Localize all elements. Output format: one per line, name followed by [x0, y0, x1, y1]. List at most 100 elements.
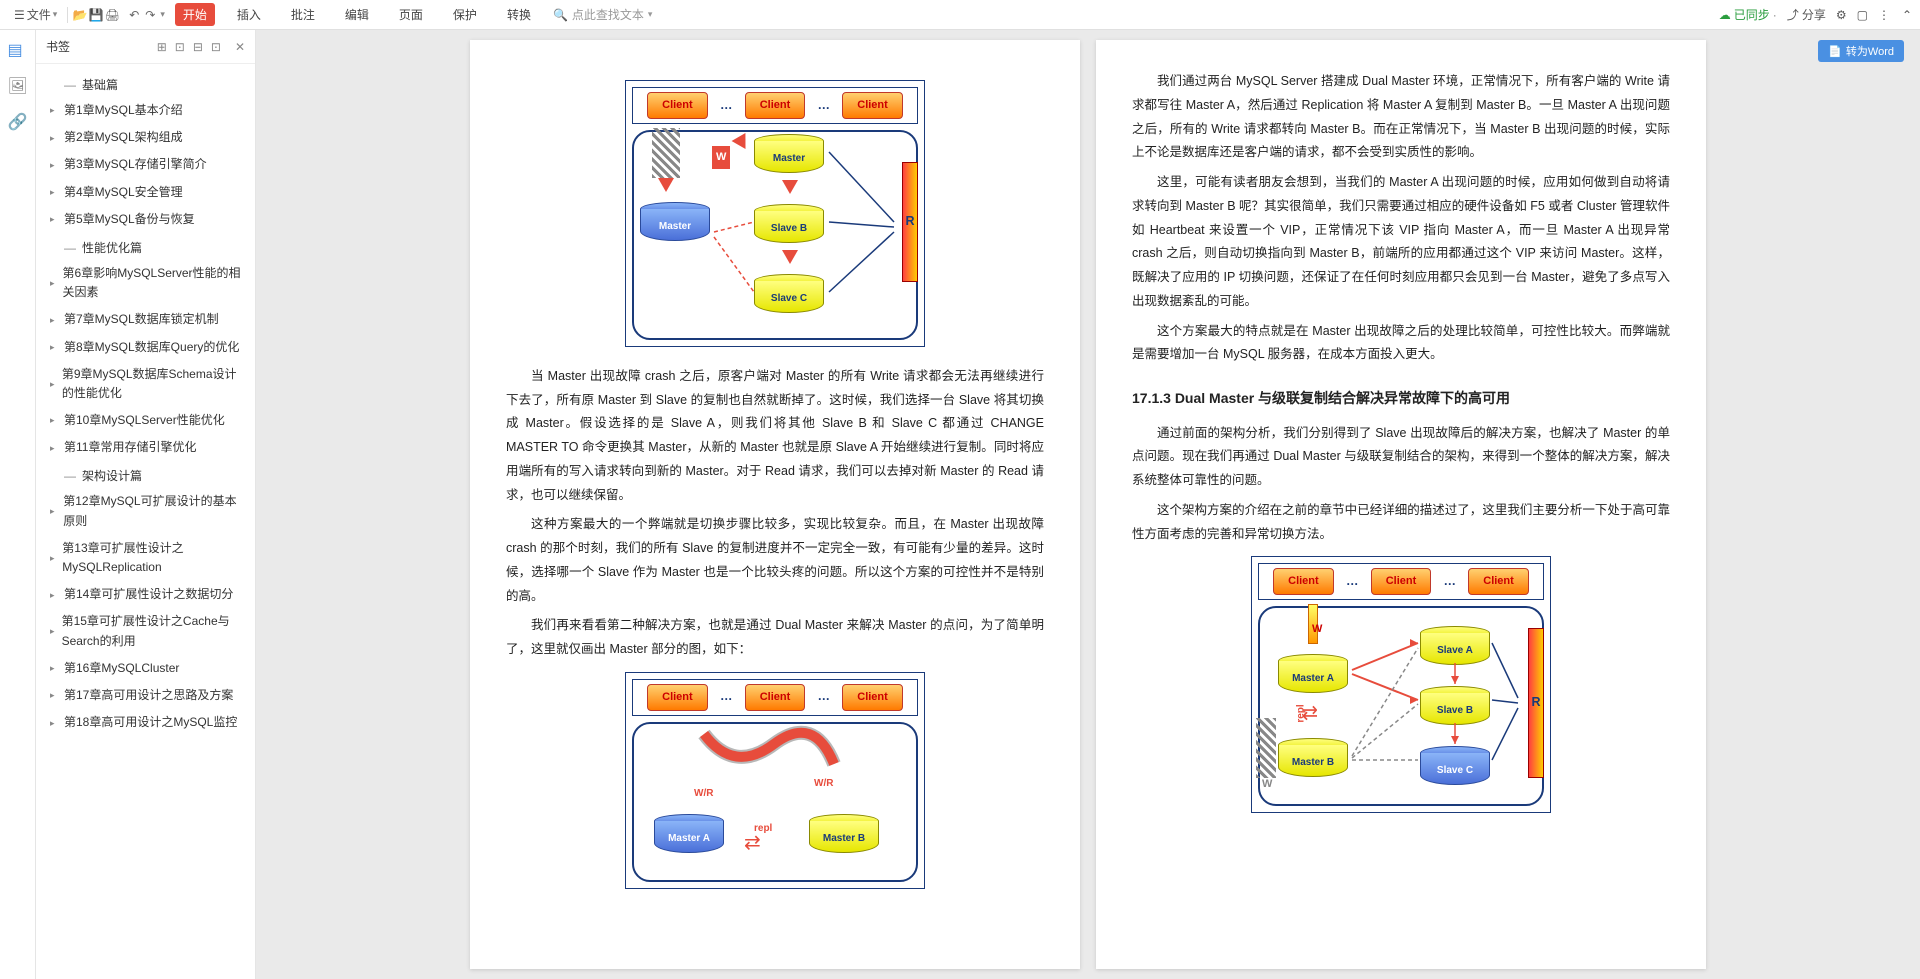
collapse-icon[interactable]: ⌃	[1902, 8, 1912, 22]
dots: …	[720, 685, 733, 709]
chevron-down-icon: ▾	[53, 9, 58, 20]
tree-label: 第18章高可用设计之MySQL监控	[64, 713, 237, 732]
tree-item[interactable]: ▸第8章MySQL数据库Query的优化	[36, 334, 255, 361]
open-icon[interactable]: 📂	[72, 7, 88, 23]
toolbar-right: ☁ 已同步 · ⤴ 分享 ⚙ ▢ ⋮ ⌃	[1719, 6, 1912, 23]
close-icon[interactable]: ✕	[235, 40, 245, 54]
tree-section: —性能优化篇	[36, 233, 255, 260]
arrow-icon	[658, 178, 674, 192]
chevron-down-icon[interactable]: ▾	[160, 9, 165, 20]
tree-label: 第1章MySQL基本介绍	[64, 101, 183, 120]
tab-convert[interactable]: 转换	[499, 3, 539, 26]
tree-item[interactable]: ▸第1章MySQL基本介绍	[36, 97, 255, 124]
tree-item[interactable]: ▸第12章MySQL可扩展设计的基本原则	[36, 488, 255, 534]
tree-item[interactable]: ▸第6章影响MySQLServer性能的相关因素	[36, 260, 255, 306]
caret-icon: ▸	[50, 377, 58, 391]
tab-bar: 开始 插入 批注 编辑 页面 保护 转换	[175, 3, 539, 26]
tab-edit[interactable]: 编辑	[337, 3, 377, 26]
tree-item[interactable]: ▸第13章可扩展性设计之MySQLReplication	[36, 535, 255, 581]
page-spread: Client … Client … Client W Master	[470, 40, 1706, 969]
tree-item[interactable]: ▸第5章MySQL备份与恢复	[36, 206, 255, 233]
tree-item[interactable]: ▸第7章MySQL数据库锁定机制	[36, 306, 255, 333]
client-box: Client	[745, 684, 806, 711]
convert-label: 转为Word	[1846, 43, 1894, 59]
bookmark-tool3-icon[interactable]: ⊟	[193, 40, 203, 54]
read-label: R	[1528, 628, 1544, 778]
add-bookmark-icon[interactable]: ⊞	[157, 40, 167, 54]
tab-page[interactable]: 页面	[391, 3, 431, 26]
master-a-node: Master A	[1278, 654, 1348, 693]
dash-icon: —	[64, 78, 76, 92]
clients-row: Client … Client … Client	[1258, 563, 1544, 600]
share-button[interactable]: ⤴ 分享	[1787, 6, 1826, 23]
bookmark-icon[interactable]: ▤	[8, 40, 28, 60]
tab-annotate[interactable]: 批注	[283, 3, 323, 26]
tree-item[interactable]: ▸ 第9章MySQL数据库Schema设计的性能优化	[36, 361, 255, 407]
client-box: Client	[745, 92, 806, 119]
caret-icon: ▸	[50, 504, 59, 518]
paragraph: 这个方案最大的特点就是在 Master 出现故障之后的处理比较简单，可控性比较大…	[1132, 320, 1670, 368]
save-icon[interactable]: 💾	[88, 7, 104, 23]
tree-item[interactable]: ▸第10章MySQLServer性能优化	[36, 407, 255, 434]
wr-label: W/R	[694, 784, 713, 803]
tree-item[interactable]: ▸第3章MySQL存储引擎简介	[36, 151, 255, 178]
image-icon[interactable]: 🖼	[8, 76, 28, 96]
tree-item[interactable]: ▸第15章可扩展性设计之Cache与Search的利用	[36, 608, 255, 654]
word-icon: 📄	[1828, 45, 1842, 58]
wr-label: W/R	[814, 774, 833, 793]
tree-label: 第9章MySQL数据库Schema设计的性能优化	[62, 365, 245, 403]
repl-label: repl	[754, 819, 772, 838]
tree-item[interactable]: ▸第11章常用存储引擎优化	[36, 434, 255, 461]
tree-label: 第10章MySQLServer性能优化	[64, 411, 225, 430]
caret-icon: ▸	[50, 716, 60, 730]
print-icon[interactable]: 🖨	[104, 7, 120, 23]
link-icon[interactable]: 🔗	[8, 112, 28, 132]
tree-item[interactable]: ▸第2章MySQL架构组成	[36, 124, 255, 151]
client-box: Client	[647, 92, 708, 119]
page-left: Client … Client … Client W Master	[470, 40, 1080, 969]
master-a-node: Master A	[654, 814, 724, 853]
tree-section: —基础篇	[36, 70, 255, 97]
diagram-combined: Client … Client … Client W Master A ⇅ re…	[1251, 556, 1551, 813]
tree-item[interactable]: ▸ 第18章高可用设计之MySQL监控	[36, 709, 255, 736]
convert-word-button[interactable]: 📄 转为Word	[1818, 40, 1904, 62]
bookmark-sidebar: 书签 ⊞ ⊡ ⊟ ⊡ ✕ —基础篇▸第1章MySQL基本介绍▸第2章MySQL架…	[36, 30, 256, 979]
tree-label: 第17章高可用设计之思路及方案	[64, 686, 233, 705]
tree-item[interactable]: ▸第17章高可用设计之思路及方案	[36, 682, 255, 709]
more-icon[interactable]: ⋮	[1878, 8, 1892, 22]
diagram-dual-master: Client … Client … Client W/R W/R	[625, 672, 925, 889]
tree-label: 第8章MySQL数据库Query的优化	[64, 338, 239, 357]
tree-label: 第14章可扩展性设计之数据切分	[64, 585, 233, 604]
file-menu[interactable]: ☰ 文件 ▾	[8, 6, 63, 23]
hatch-arrow	[652, 128, 680, 178]
tree-item[interactable]: ▸第16章MySQLCluster	[36, 655, 255, 682]
tab-start[interactable]: 开始	[175, 3, 215, 26]
tree-section: —架构设计篇	[36, 461, 255, 488]
search-placeholder: 点此查找文本	[572, 6, 644, 23]
paragraph: 这种方案最大的一个弊端就是切换步骤比较多，实现比较复杂。而且，在 Master …	[506, 513, 1044, 608]
gear-icon[interactable]: ⚙	[1836, 8, 1847, 22]
sidebar-tools: ⊞ ⊡ ⊟ ⊡	[157, 40, 221, 54]
tree-item[interactable]: ▸第4章MySQL安全管理	[36, 179, 255, 206]
undo-icon[interactable]: ↶	[126, 7, 142, 23]
tree-item[interactable]: ▸第14章可扩展性设计之数据切分	[36, 581, 255, 608]
sync-status[interactable]: ☁ 已同步 ·	[1719, 6, 1777, 23]
bookmark-tool4-icon[interactable]: ⊡	[211, 40, 221, 54]
tab-protect[interactable]: 保护	[445, 3, 485, 26]
caret-icon: ▸	[50, 661, 60, 675]
document-viewport[interactable]: 📄 转为Word Client … Client … Client	[256, 30, 1920, 979]
hatch-arrow	[1256, 718, 1276, 778]
screen-icon[interactable]: ▢	[1857, 8, 1868, 22]
tree-label: 第3章MySQL存储引擎简介	[64, 155, 207, 174]
tree-label: 第13章可扩展性设计之MySQLReplication	[62, 539, 245, 577]
bookmark-tool2-icon[interactable]: ⊡	[175, 40, 185, 54]
search-box[interactable]: 🔍 点此查找文本 ▾	[553, 6, 653, 23]
dash-icon: —	[64, 241, 76, 255]
diagram-failover: Client … Client … Client W Master	[625, 80, 925, 347]
caret-icon: ▸	[50, 276, 59, 290]
caret-icon: ▸	[50, 185, 60, 199]
tab-insert[interactable]: 插入	[229, 3, 269, 26]
chevron-down-icon: ▾	[648, 9, 653, 20]
paragraph: 通过前面的架构分析，我们分别得到了 Slave 出现故障后的解决方案，也解决了 …	[1132, 422, 1670, 493]
redo-icon[interactable]: ↷	[142, 7, 158, 23]
